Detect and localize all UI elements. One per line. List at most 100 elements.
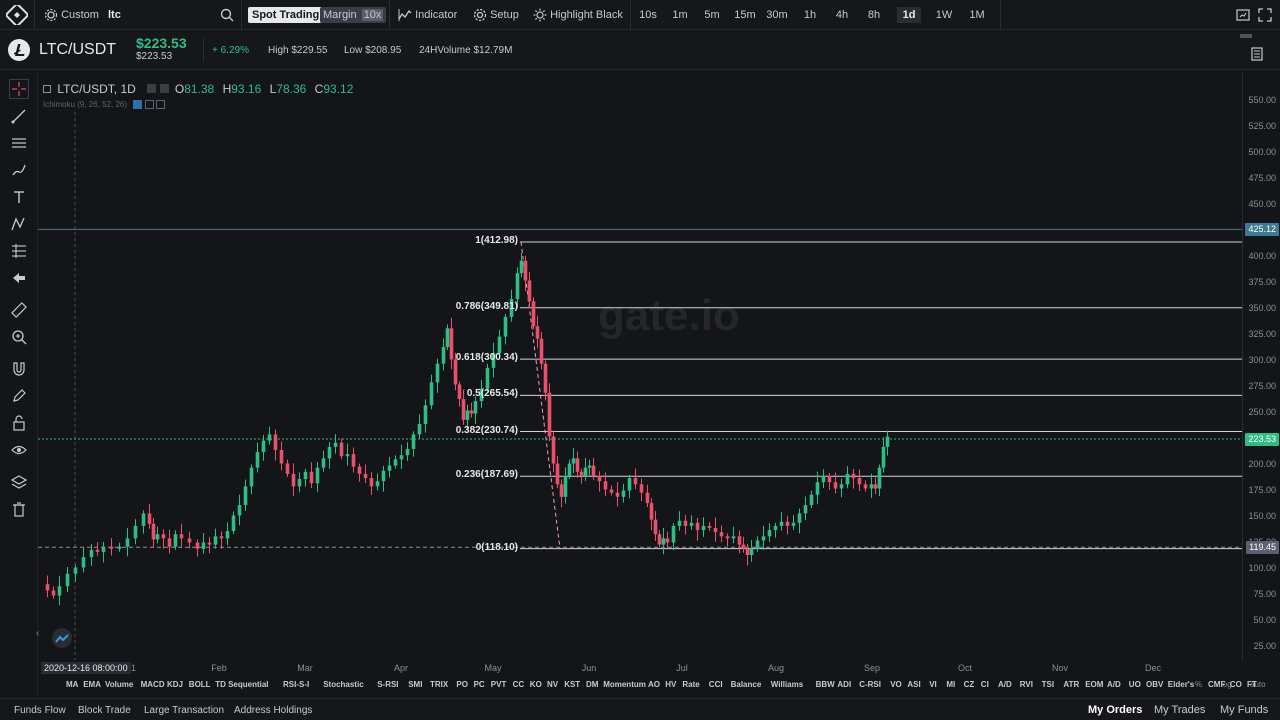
collapse-legend-icon[interactable] <box>43 85 51 93</box>
study-close-icon[interactable] <box>155 100 165 110</box>
price-axis[interactable]: 550.00525.00500.00475.00450.00425.00400.… <box>1242 72 1280 660</box>
horizontal-lines-icon[interactable] <box>9 133 29 153</box>
indicator-kst[interactable]: KST <box>564 680 581 689</box>
gate-logo-icon[interactable] <box>5 3 29 27</box>
indicator-kdj[interactable]: KDJ <box>167 680 184 689</box>
indicator-nv[interactable]: NV <box>547 680 559 689</box>
tab-address-holdings[interactable]: Address Holdings <box>234 705 313 716</box>
ruler-icon[interactable] <box>9 300 29 320</box>
indicator-momentum[interactable]: Momentum <box>603 680 646 689</box>
tab-my-orders[interactable]: My Orders <box>1088 704 1143 716</box>
interval-30m[interactable]: 30m <box>766 9 788 21</box>
screenshot-icon[interactable] <box>1236 8 1250 25</box>
price-chart[interactable]: gate.io LTC/USDT, 1D O81.38 H93.16 L78.3… <box>38 72 1242 660</box>
indicator-cc[interactable]: CC <box>512 680 525 689</box>
interval-4h[interactable]: 4h <box>835 9 849 21</box>
percent-scale[interactable]: % <box>1195 680 1203 689</box>
indicator-elder-s[interactable]: Elder's <box>1167 680 1195 689</box>
indicator-vi[interactable]: VI <box>929 680 937 689</box>
setup-button[interactable]: Setup <box>473 7 519 23</box>
text-tool-icon[interactable] <box>9 187 29 207</box>
indicator-cci[interactable]: CCI <box>708 680 723 689</box>
back-arrow-icon[interactable] <box>9 268 29 288</box>
fullscreen-icon[interactable] <box>1258 8 1272 25</box>
indicator-hv[interactable]: HV <box>665 680 677 689</box>
crosshair-icon[interactable] <box>9 79 29 99</box>
collapse-icon[interactable] <box>1238 30 1254 42</box>
indicator-pc[interactable]: PC <box>473 680 485 689</box>
indicator-co[interactable]: CO <box>1229 680 1242 689</box>
trash-icon[interactable] <box>9 499 29 519</box>
spot-trading-toggle[interactable]: Spot Trading <box>248 7 324 23</box>
indicator-po[interactable]: PO <box>456 680 468 689</box>
indicator-vo[interactable]: VO <box>890 680 902 689</box>
interval-5m[interactable]: 5m <box>704 9 720 21</box>
indicator-cz[interactable]: CZ <box>963 680 975 689</box>
indicator-bbw[interactable]: BBW <box>815 680 835 689</box>
brush-icon[interactable] <box>9 160 29 180</box>
indicator-cmf[interactable]: CMF <box>1208 680 1226 689</box>
indicator-ko[interactable]: KO <box>529 680 542 689</box>
indicator-trix[interactable]: TRIX <box>430 680 449 689</box>
tab-funds-flow[interactable]: Funds Flow <box>14 705 66 716</box>
indicator-ma[interactable]: MA <box>66 680 79 689</box>
fibonacci-icon[interactable] <box>9 241 29 261</box>
indicator-td-sequential[interactable]: TD Sequential <box>215 680 269 689</box>
indicator-rvi[interactable]: RVI <box>1019 680 1033 689</box>
indicator-boll[interactable]: BOLL <box>188 680 211 689</box>
pair-name[interactable]: LTC/USDT <box>39 41 117 58</box>
interval-1m[interactable]: 1m <box>672 9 688 21</box>
magnet-icon[interactable] <box>9 359 29 379</box>
indicator-williams[interactable]: Williams <box>770 680 804 689</box>
margin-toggle[interactable]: Margin 10x <box>320 7 387 23</box>
interval-1M[interactable]: 1M <box>969 9 985 21</box>
interval-1h[interactable]: 1h <box>803 9 817 21</box>
tab-my-trades[interactable]: My Trades <box>1154 704 1206 716</box>
indicator-a-d[interactable]: A/D <box>998 680 1012 689</box>
indicator-obv[interactable]: OBV <box>1146 680 1164 689</box>
highlight-theme-button[interactable]: Highlight Black <box>533 7 623 23</box>
indicator-rate[interactable]: Rate <box>682 680 700 689</box>
symbol-search-input[interactable]: ltc <box>108 9 121 21</box>
candlestick-chart[interactable]: gate.io <box>38 72 1242 660</box>
legend-hide-icon[interactable] <box>159 84 169 93</box>
log-scale[interactable]: log <box>1221 680 1232 689</box>
indicator-uo[interactable]: UO <box>1128 680 1141 689</box>
pencil-lock-icon[interactable] <box>9 386 29 406</box>
indicator-ao[interactable]: AO <box>648 680 660 689</box>
layers-icon[interactable] <box>9 472 29 492</box>
ichimoku-study[interactable]: Ichimoku (9, 26, 52, 26) <box>43 100 165 110</box>
indicator-eom[interactable]: EOM <box>1085 680 1104 689</box>
indicator-s-rsi[interactable]: S-RSI <box>377 680 399 689</box>
tab-large-transaction[interactable]: Large Transaction <box>144 705 225 716</box>
indicator-dm[interactable]: DM <box>586 680 599 689</box>
indicator-volume[interactable]: Volume <box>105 680 134 689</box>
indicator-ci[interactable]: CI <box>980 680 989 689</box>
indicator-button[interactable]: Indicator <box>398 7 457 23</box>
legend-setting-icon[interactable] <box>147 84 157 93</box>
lock-icon[interactable] <box>9 413 29 433</box>
indicator-smi[interactable]: SMI <box>408 680 423 689</box>
auto-scale[interactable]: auto <box>1250 680 1266 689</box>
indicator-a-d[interactable]: A/D <box>1107 680 1121 689</box>
interval-8h[interactable]: 8h <box>867 9 881 21</box>
indicator-pvt[interactable]: PVT <box>490 680 507 689</box>
order-book-icon[interactable] <box>1250 47 1264 64</box>
indicator-macd[interactable]: MACD <box>140 680 165 689</box>
indicator-c-rsi[interactable]: C-RSI <box>859 680 881 689</box>
tab-block-trade[interactable]: Block Trade <box>78 705 131 716</box>
time-axis[interactable]: 2020-12-16 08:00:00 1 Feb Mar Apr May Jun Jul… <box>38 660 1242 676</box>
indicator-tsi[interactable]: TSI <box>1041 680 1055 689</box>
indicator-atr[interactable]: ATR <box>1063 680 1080 689</box>
trendline-icon[interactable] <box>9 106 29 126</box>
search-icon[interactable] <box>220 8 234 25</box>
interval-15m[interactable]: 15m <box>734 9 756 21</box>
indicator-asi[interactable]: ASI <box>907 680 921 689</box>
indicator-rsi-s-i[interactable]: RSI-S-I <box>283 680 310 689</box>
zoom-icon[interactable] <box>9 327 29 347</box>
interval-1d[interactable]: 1d <box>897 7 921 23</box>
indicator-ema[interactable]: EMA <box>83 680 101 689</box>
indicator-mi[interactable]: MI <box>946 680 956 689</box>
indicator-ft[interactable]: FT <box>1247 680 1257 689</box>
interval-10s[interactable]: 10s <box>639 9 657 21</box>
